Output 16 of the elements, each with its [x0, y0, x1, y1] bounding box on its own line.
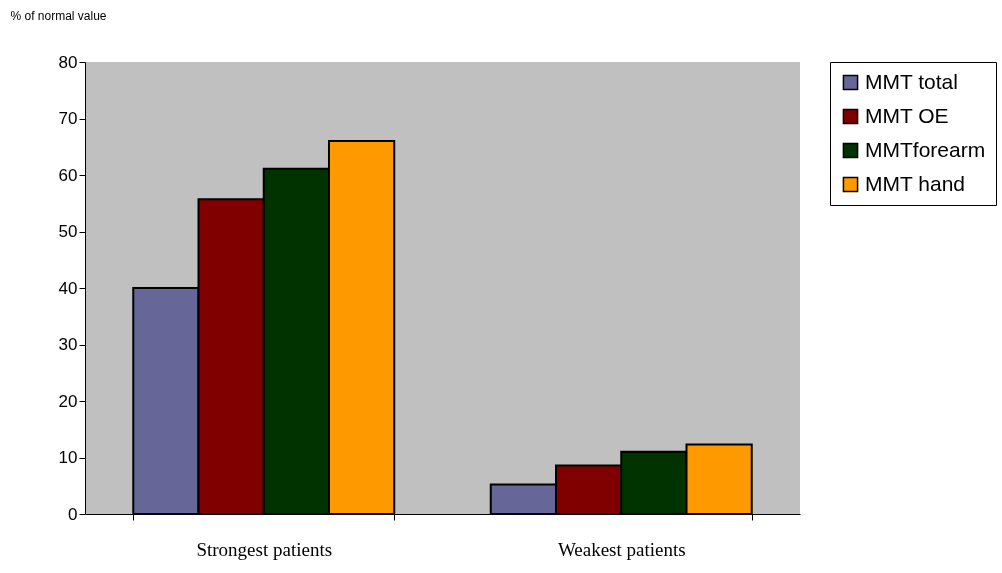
y-tick-label: 80	[58, 52, 78, 72]
y-tick-label: 40	[58, 278, 78, 298]
y-tick-label: 0	[68, 504, 78, 524]
y-tick-label: 10	[58, 448, 78, 467]
legend-label: MMTforearm	[865, 137, 986, 161]
y-tick-label: 30	[58, 335, 78, 354]
x-tick-label: Weakest patients	[557, 538, 686, 560]
y-tick-label: 50	[58, 222, 78, 241]
y-tick-label: 70	[58, 109, 78, 128]
legend-label: MMT hand	[865, 171, 965, 195]
legend-label: MMT total	[865, 69, 958, 93]
legend-label: MMT OE	[865, 103, 949, 127]
y-tick-label: 60	[58, 165, 78, 185]
y-tick-label: 20	[58, 391, 78, 411]
y-axis-title: % of normal value	[10, 8, 107, 23]
x-tick-label: Strongest patients	[196, 538, 333, 560]
